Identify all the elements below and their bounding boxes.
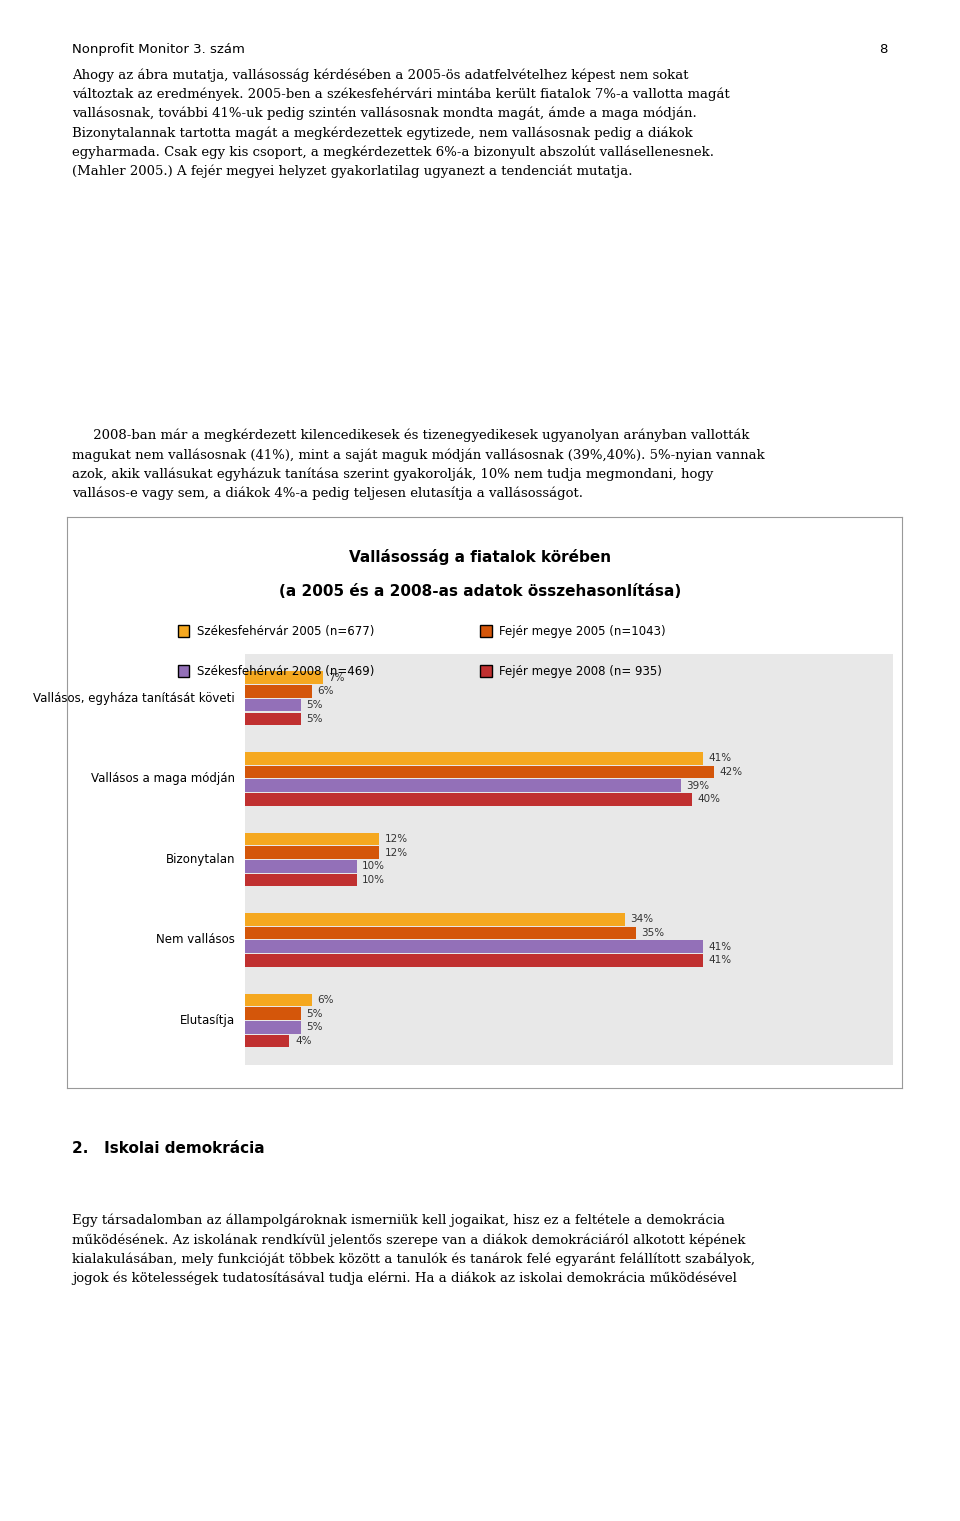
Text: 10%: 10% (362, 875, 385, 885)
Bar (245, 698, 300, 712)
Bar (245, 751, 703, 765)
Bar (245, 1007, 300, 1021)
Text: 41%: 41% (708, 955, 732, 966)
Text: Nonprofit Monitor 3. szám: Nonprofit Monitor 3. szám (72, 43, 245, 56)
Text: Nem vallásos: Nem vallásos (156, 934, 235, 946)
Text: 5%: 5% (306, 1008, 323, 1019)
Text: Bizonytalan: Bizonytalan (166, 853, 235, 865)
Text: 41%: 41% (708, 753, 732, 764)
Text: 6%: 6% (318, 995, 334, 1005)
Bar (245, 913, 625, 926)
Text: 6%: 6% (318, 686, 334, 697)
Text: Székesfehérvár 2005 (n=677): Székesfehérvár 2005 (n=677) (197, 625, 374, 637)
Bar (245, 954, 703, 967)
Bar (245, 1034, 290, 1048)
Text: 5%: 5% (306, 1022, 323, 1033)
Bar (245, 1021, 300, 1034)
Text: 34%: 34% (631, 914, 654, 925)
Text: 2008-ban már a megkérdezett kilencedikesek és tizenegyedikesek ugyanolyan arányb: 2008-ban már a megkérdezett kilencedikes… (72, 429, 765, 500)
Text: Elutasítja: Elutasítja (180, 1015, 235, 1027)
Bar (245, 712, 300, 726)
Text: 10%: 10% (362, 861, 385, 872)
Text: Vallásos, egyháza tanítását követi: Vallásos, egyháza tanítását követi (34, 692, 235, 704)
Text: 5%: 5% (306, 700, 323, 710)
Text: 41%: 41% (708, 941, 732, 952)
Text: 5%: 5% (306, 713, 323, 724)
Bar (245, 684, 312, 698)
Text: 8: 8 (879, 43, 888, 56)
Bar (245, 873, 356, 887)
Text: 4%: 4% (295, 1036, 312, 1046)
Text: 12%: 12% (384, 847, 408, 858)
Bar (245, 859, 356, 873)
Bar (245, 926, 636, 940)
Bar (245, 671, 323, 684)
Bar (245, 846, 379, 859)
Text: Vallásos a maga módján: Vallásos a maga módján (91, 773, 235, 785)
Text: 2.   Iskolai demokrácia: 2. Iskolai demokrácia (72, 1141, 265, 1156)
Text: 7%: 7% (328, 672, 345, 683)
Bar (245, 940, 703, 954)
Text: 40%: 40% (697, 794, 720, 805)
Text: 12%: 12% (384, 834, 408, 844)
Bar (245, 993, 312, 1007)
Bar (245, 792, 692, 806)
Text: Ahogy az ábra mutatja, vallásosság kérdésében a 2005-ös adatfelvételhez képest n: Ahogy az ábra mutatja, vallásosság kérdé… (72, 68, 730, 178)
Text: Fejér megye 2008 (n= 935): Fejér megye 2008 (n= 935) (499, 665, 662, 678)
Text: Egy társadalomban az állampolgároknak ismerniük kell jogaikat, hisz ez a feltéte: Egy társadalomban az állampolgároknak is… (72, 1214, 755, 1285)
Text: 42%: 42% (720, 767, 743, 777)
Text: (a 2005 és a 2008-as adatok összehasonlítása): (a 2005 és a 2008-as adatok összehasonlí… (278, 584, 682, 599)
Bar (245, 765, 714, 779)
Text: Vallásosság a fiatalok körében: Vallásosság a fiatalok körében (348, 549, 612, 566)
Text: 39%: 39% (686, 780, 709, 791)
Bar (245, 779, 681, 792)
Text: Székesfehérvár 2008 (n=469): Székesfehérvár 2008 (n=469) (197, 665, 374, 678)
Bar (245, 832, 379, 846)
Text: 35%: 35% (641, 928, 664, 938)
Text: Fejér megye 2005 (n=1043): Fejér megye 2005 (n=1043) (499, 625, 666, 637)
